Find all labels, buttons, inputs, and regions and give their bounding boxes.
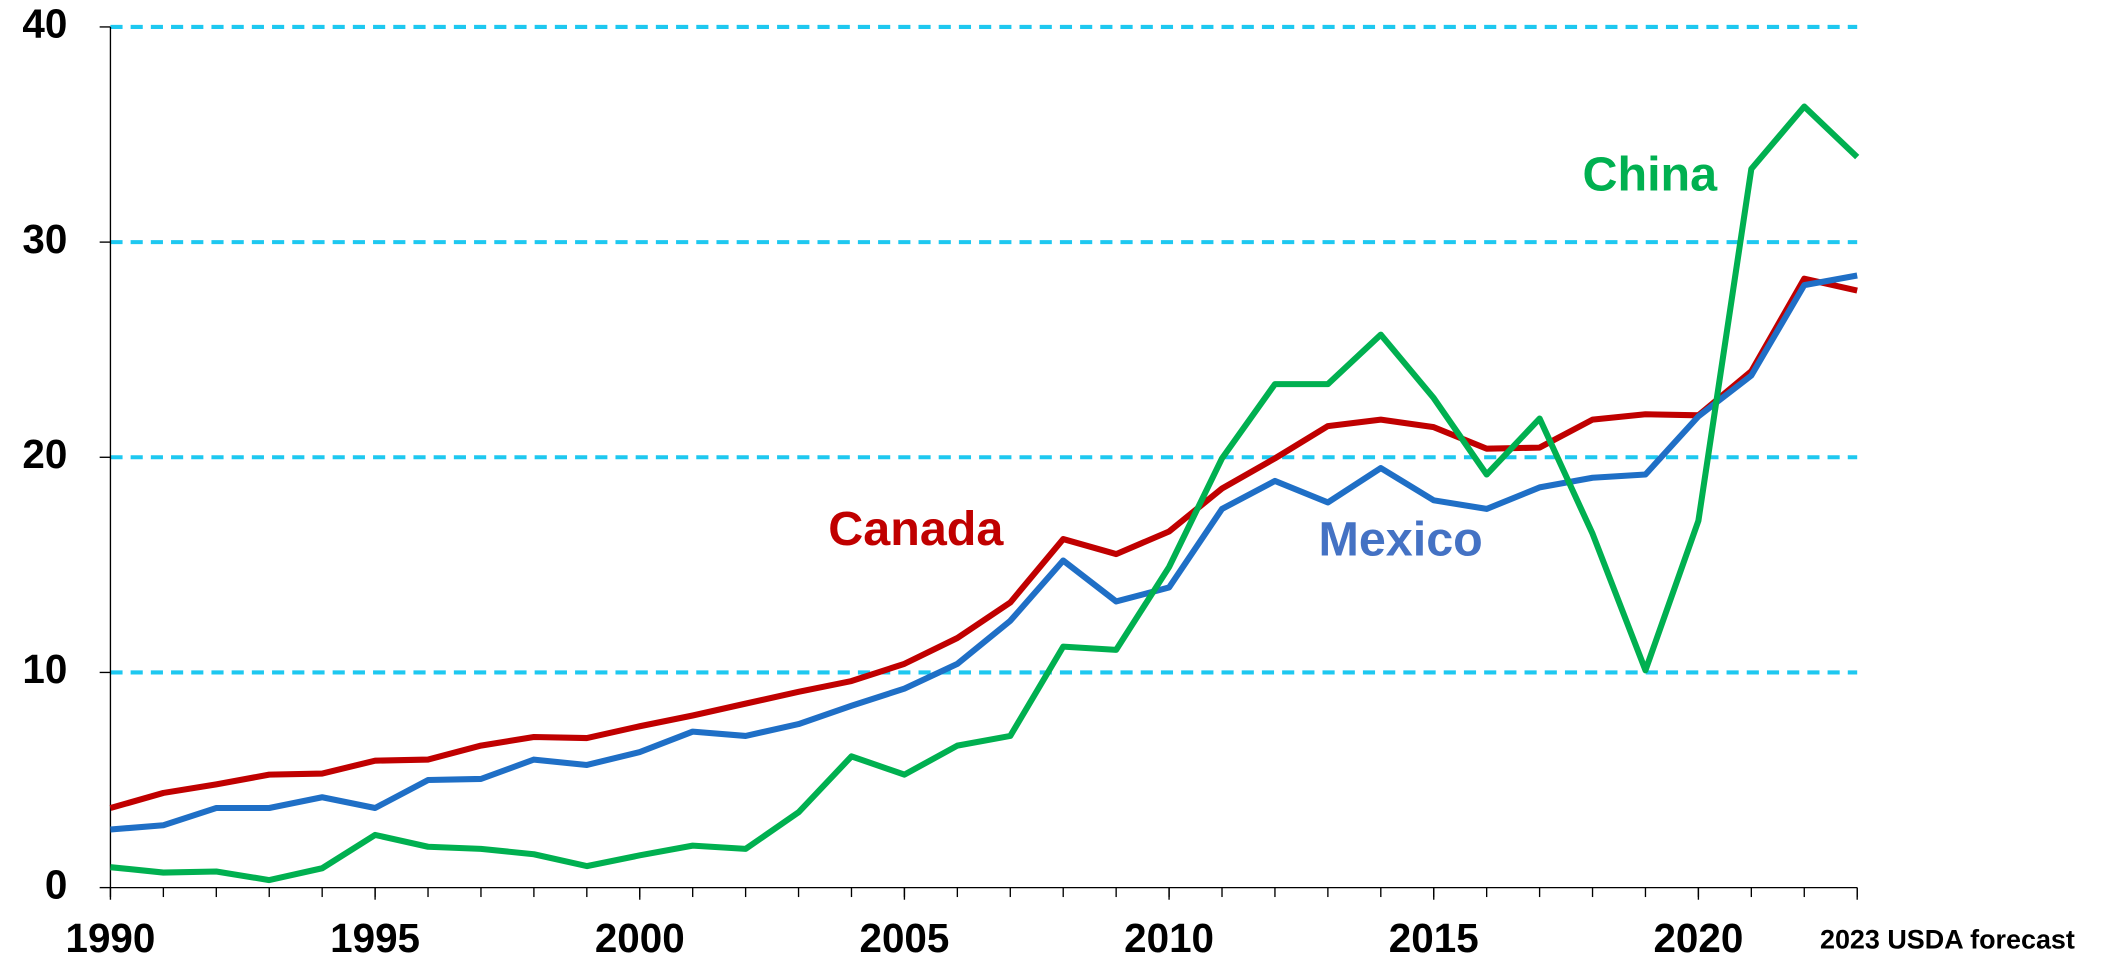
y-tick-label: 30 — [22, 216, 67, 262]
x-tick-label: 1990 — [66, 915, 156, 959]
y-tick-label: 40 — [22, 1, 67, 47]
x-tick-label: 2010 — [1124, 915, 1214, 959]
series-line — [109, 275, 1858, 811]
y-tick-label: 20 — [22, 431, 67, 477]
y-tick-label: 10 — [22, 646, 67, 692]
series-label: Mexico — [1318, 513, 1482, 567]
x-tick-label: 2023 USDA forecast — [1820, 925, 2075, 955]
series-label: Canada — [828, 502, 1004, 556]
series-line — [110, 103, 1860, 884]
x-tick-label: 2015 — [1389, 915, 1479, 959]
x-tick-label: 2020 — [1653, 915, 1743, 959]
x-tick-label: 1995 — [330, 915, 420, 959]
x-tick-label: 2005 — [859, 915, 949, 959]
y-tick-label: 0 — [45, 861, 67, 907]
x-tick-label: 2000 — [595, 915, 685, 959]
series-label: China — [1582, 148, 1718, 202]
